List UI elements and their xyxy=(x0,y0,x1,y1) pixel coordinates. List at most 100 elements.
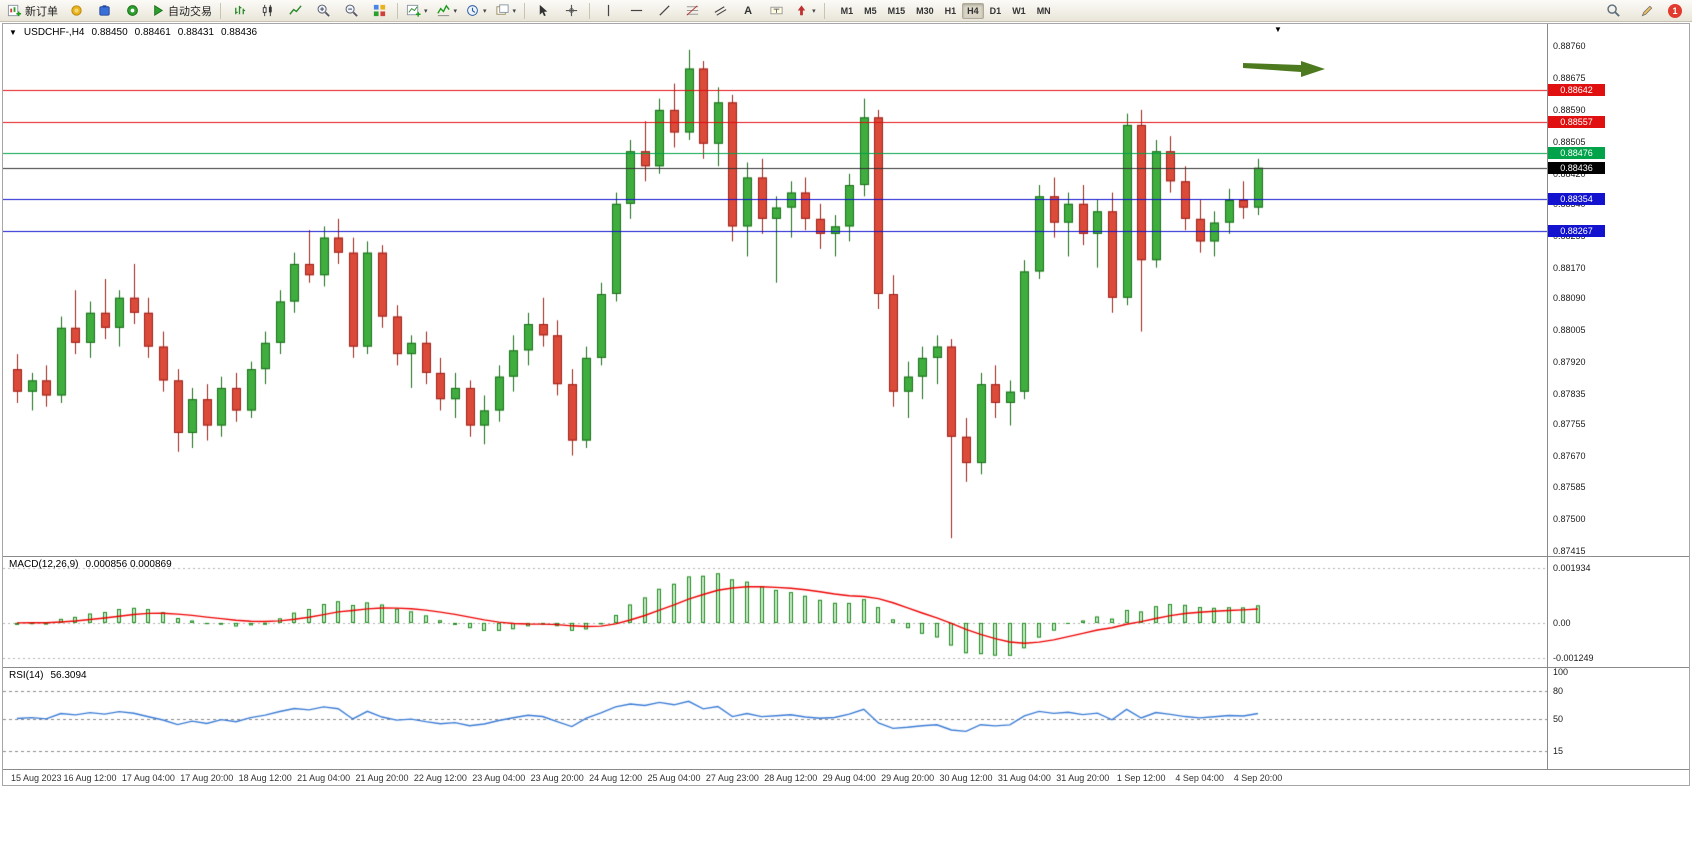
timeframe-button-h1[interactable]: H1 xyxy=(944,5,957,16)
notification-badge[interactable]: 1 xyxy=(1668,3,1682,18)
periods-button[interactable]: ▾ xyxy=(462,1,490,21)
dropdown-arrow-icon: ▾ xyxy=(483,7,487,15)
time-axis-label: 17 Aug 04:00 xyxy=(121,773,175,783)
timeframe-button-m5[interactable]: M5 xyxy=(864,5,877,16)
autotrading-label: 自动交易 xyxy=(168,5,212,18)
timeframe-button-d1[interactable]: D1 xyxy=(989,5,1002,16)
new-order-button[interactable]: 新订单 xyxy=(4,1,61,21)
timeframe-button-w1[interactable]: W1 xyxy=(1012,5,1026,16)
briefcase-icon xyxy=(98,5,110,16)
funds-button[interactable] xyxy=(63,1,89,21)
time-axis-label: 23 Aug 20:00 xyxy=(530,773,584,783)
symbol-period-label: USDCHF-,H4 xyxy=(23,27,85,38)
timeframe-button-m30[interactable]: M30 xyxy=(916,5,934,16)
one-click-trading-toggle[interactable]: ▼ xyxy=(9,28,17,37)
time-axis-label: 27 Aug 23:00 xyxy=(705,773,759,783)
price-axis-label: 0.87920 xyxy=(1553,356,1586,367)
crosshair-button[interactable] xyxy=(558,1,584,21)
candlestick-icon xyxy=(262,4,272,17)
rsi-panel-separator[interactable] xyxy=(3,667,1689,668)
toolbar-separator xyxy=(524,2,526,19)
ohlc-close: 0.88436 xyxy=(220,27,258,38)
zoom-out-button[interactable] xyxy=(338,1,364,21)
new-chart-icon xyxy=(406,4,421,17)
timeframe-button-h4[interactable]: H4 xyxy=(962,2,984,19)
toolbar-separator xyxy=(589,2,591,19)
bar-chart-mode-button[interactable] xyxy=(226,1,252,21)
channel-button[interactable] xyxy=(707,1,733,21)
macd-axis-label: -0.001249 xyxy=(1553,653,1594,664)
time-axis-label: 4 Sep 20:00 xyxy=(1233,773,1283,783)
rsi-value: 56.3094 xyxy=(50,670,87,681)
chart-plot[interactable] xyxy=(3,24,1547,770)
price-axis-label: 0.88675 xyxy=(1553,72,1586,83)
price-axis-label: 0.87835 xyxy=(1553,388,1586,399)
level-price-label: 0.88354 xyxy=(1548,192,1605,205)
rsi-name: RSI(14) xyxy=(9,670,44,681)
horizontal-line-button[interactable] xyxy=(623,1,649,21)
price-axis-label: 0.87415 xyxy=(1553,546,1586,557)
dropdown-arrow-icon: ▾ xyxy=(512,7,517,15)
briefcase-button[interactable] xyxy=(91,1,117,21)
search-button[interactable] xyxy=(1600,1,1626,21)
candlestick-mode-button[interactable] xyxy=(254,1,280,21)
time-axis-separator xyxy=(3,769,1689,770)
text-label-button[interactable] xyxy=(763,1,789,21)
toolbar-separator xyxy=(397,2,398,19)
timeframe-button-m15[interactable]: M15 xyxy=(887,5,906,16)
macd-name: MACD(12,26,9) xyxy=(9,559,79,570)
headset-icon xyxy=(126,5,138,16)
price-axis-label: 0.88420 xyxy=(1553,168,1586,179)
chart-shift-marker[interactable]: ▼ xyxy=(1274,25,1282,34)
level-price-label: 0.88476 xyxy=(1548,146,1605,159)
annotation-arrow[interactable] xyxy=(1241,58,1329,80)
chart-title: ▼ USDCHF-,H4 0.88450 0.88461 0.88431 0.8… xyxy=(9,27,257,38)
trendline-button[interactable] xyxy=(651,1,677,21)
templates-button[interactable]: ▾ xyxy=(492,1,520,21)
timeframe-button-mn[interactable]: MN xyxy=(1036,5,1051,16)
macd-axis-label: 0.001934 xyxy=(1553,563,1591,574)
autotrading-button[interactable]: 自动交易 xyxy=(147,1,215,21)
new-chart-button[interactable]: ▾ xyxy=(403,1,431,21)
price-axis-label: 0.88760 xyxy=(1553,41,1586,52)
arrows-button[interactable]: ▾ xyxy=(791,1,819,21)
line-chart-mode-button[interactable] xyxy=(282,1,308,21)
time-axis-label: 30 Aug 12:00 xyxy=(939,773,993,783)
time-axis-label: 24 Aug 12:00 xyxy=(589,773,643,783)
toolbar-separator xyxy=(823,2,825,19)
tile-windows-icon xyxy=(373,4,385,17)
vertical-line-button[interactable] xyxy=(595,1,621,21)
macd-panel-separator[interactable] xyxy=(3,556,1689,557)
level-price-label: 0.88642 xyxy=(1548,84,1605,97)
text-button[interactable]: A xyxy=(735,1,761,21)
main-toolbar: 新订单 自动交易 ▾ ▾ ▾ ▾ xyxy=(0,0,1692,22)
time-axis-label: 4 Sep 04:00 xyxy=(1175,773,1224,783)
level-price-label: 0.88557 xyxy=(1548,116,1605,129)
cursor-button[interactable] xyxy=(530,1,556,21)
fibonacci-icon xyxy=(686,5,698,16)
crosshair-icon xyxy=(565,4,577,17)
autotrading-play-icon xyxy=(154,4,164,17)
zoom-in-button[interactable] xyxy=(310,1,336,21)
toolbar-right-group: 1 xyxy=(1600,1,1682,21)
compose-button[interactable] xyxy=(1634,1,1660,21)
vertical-line-icon xyxy=(607,4,609,17)
time-axis-label: 25 Aug 04:00 xyxy=(647,773,701,783)
price-axis-label: 0.87585 xyxy=(1553,482,1586,493)
indicators-button[interactable]: ▾ xyxy=(433,1,461,21)
rsi-axis-label: 80 xyxy=(1553,685,1564,696)
coins-icon xyxy=(70,5,82,16)
price-axis-label: 0.88090 xyxy=(1553,292,1586,303)
timeframe-button-m1[interactable]: M1 xyxy=(840,5,854,16)
time-axis-label: 22 Aug 12:00 xyxy=(413,773,467,783)
tile-windows-button[interactable] xyxy=(366,1,392,21)
support-button[interactable] xyxy=(119,1,145,21)
price-axis-label: 0.88005 xyxy=(1553,324,1586,335)
time-axis-label: 31 Aug 20:00 xyxy=(1056,773,1110,783)
price-axis-label: 0.87500 xyxy=(1553,514,1586,525)
time-axis-label: 21 Aug 04:00 xyxy=(297,773,351,783)
fibonacci-button[interactable] xyxy=(679,1,705,21)
ohlc-open: 0.88450 xyxy=(91,27,128,38)
text-label-icon xyxy=(769,6,783,15)
time-axis-label: 29 Aug 04:00 xyxy=(822,773,876,783)
